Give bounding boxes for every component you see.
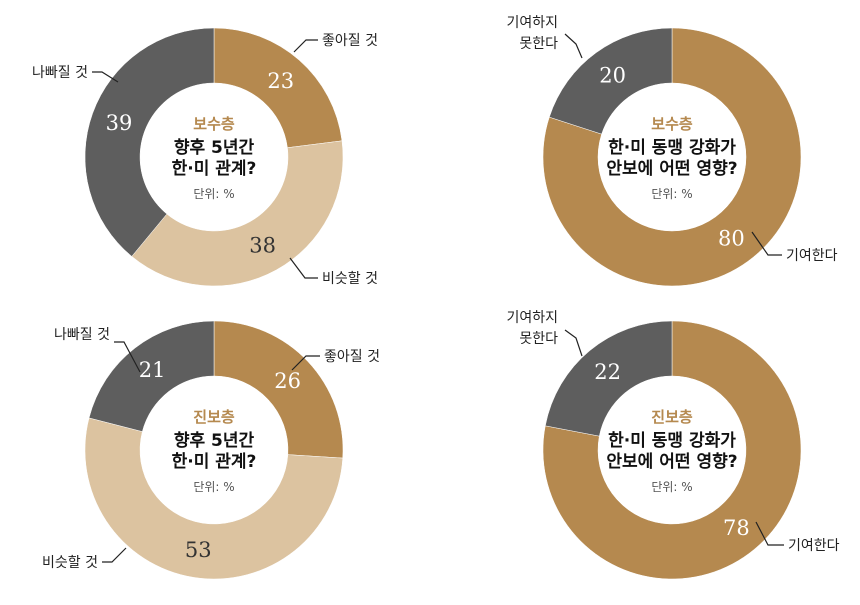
leader-line [102,547,127,563]
leader-line [291,355,320,371]
leader-line [755,521,784,546]
question-line: 한·미 동맹 강화가 [608,431,736,451]
question-line: 한·미 관계? [172,452,257,472]
slice-2 [548,27,673,135]
slice-value-label: 80 [718,227,745,251]
leader-line [289,257,318,279]
slice-value-label: 21 [139,358,166,382]
leader-line [92,71,119,83]
slice-category-label: 기여하지 [506,15,558,31]
slice-category-label: 비슷할 것 [42,555,98,571]
leader-line [293,39,318,53]
group-label: 진보층 [651,408,693,426]
leader-line [114,341,141,373]
slice-category-label: 좋아질 것 [324,349,380,365]
group-label: 진보층 [193,408,235,426]
slice-category-label: 나빠질 것 [32,65,88,81]
slice-value-label: 38 [249,234,276,258]
question-line: 안보에 어떤 영향? [606,158,737,179]
slice-value-label: 22 [594,360,621,384]
slice-value-label: 23 [267,69,294,93]
unit-label: 단위: % [651,187,692,201]
slice-value-label: 39 [106,111,133,135]
question-line: 안보에 어떤 영향? [606,451,737,472]
group-label: 보수층 [651,115,693,133]
leader-line [564,33,583,59]
slice-value-label: 78 [723,516,750,540]
slice-1 [213,320,344,459]
slice-2 [84,417,344,580]
slice-2 [131,140,344,287]
unit-label: 단위: % [651,480,692,494]
question-line: 한·미 관계? [172,159,257,179]
slice-value-label: 26 [274,369,301,393]
slice-1 [213,27,343,149]
slice-3 [84,27,215,257]
question-line: 한·미 동맹 강화가 [608,138,736,158]
question-line: 향후 5년간 [174,430,255,451]
slice-category-label: 비슷할 것 [322,271,378,287]
slice-3 [88,320,215,432]
slice-2 [544,320,673,437]
unit-label: 단위: % [193,187,234,201]
slice-category-label: 못한다 [519,36,558,52]
group-label: 보수층 [193,115,235,133]
slice-1 [542,320,802,580]
slice-category-label: 기여한다 [786,248,838,264]
slice-category-label: 못한다 [519,331,558,347]
slice-category-label: 좋아질 것 [322,33,378,49]
leader-line [751,231,782,256]
slice-category-label: 기여하지 [506,310,558,326]
slice-value-label: 53 [185,538,212,562]
unit-label: 단위: % [193,480,234,494]
slice-value-label: 20 [599,63,626,87]
question-line: 향후 5년간 [174,137,255,158]
slice-1 [542,27,802,287]
slice-category-label: 기여한다 [788,538,840,554]
slice-category-label: 나빠질 것 [54,327,110,343]
leader-line [564,329,583,357]
